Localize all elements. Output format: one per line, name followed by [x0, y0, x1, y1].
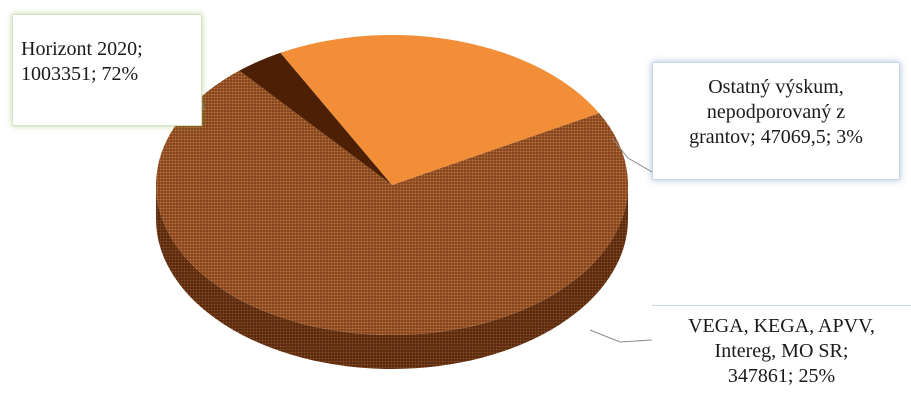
data-label-ostatny-vyskum: Ostatný výskum, nepodporovaný z grantov;…	[652, 62, 900, 180]
pie-slice	[239, 52, 392, 186]
leader-line	[611, 137, 653, 173]
data-label-horizont-2020: Horizont 2020; 1003351; 72%	[12, 14, 202, 126]
pie-slice	[155, 70, 628, 335]
pie-slice	[280, 34, 600, 185]
pie-sides	[156, 185, 628, 369]
data-label-line: 347861; 25%	[727, 365, 836, 387]
pie-slice-side	[156, 185, 628, 369]
data-label-line: 1003351; 72%	[21, 63, 139, 85]
leader-line	[589, 329, 653, 343]
data-label-line: Horizont 2020;	[21, 38, 143, 60]
data-label-vega-kega: VEGA, KEGA, APVV, Intereg, MO SR; 347861…	[652, 305, 911, 410]
data-label-line: grantov; 47069,5; 3%	[689, 126, 863, 148]
pie-tops	[155, 34, 628, 335]
data-label-line: Intereg, MO SR;	[714, 340, 849, 362]
data-label-line: nepodporovaný z	[706, 101, 846, 123]
data-label-line: VEGA, KEGA, APVV,	[688, 315, 875, 337]
data-label-line: Ostatný výskum,	[708, 76, 844, 98]
